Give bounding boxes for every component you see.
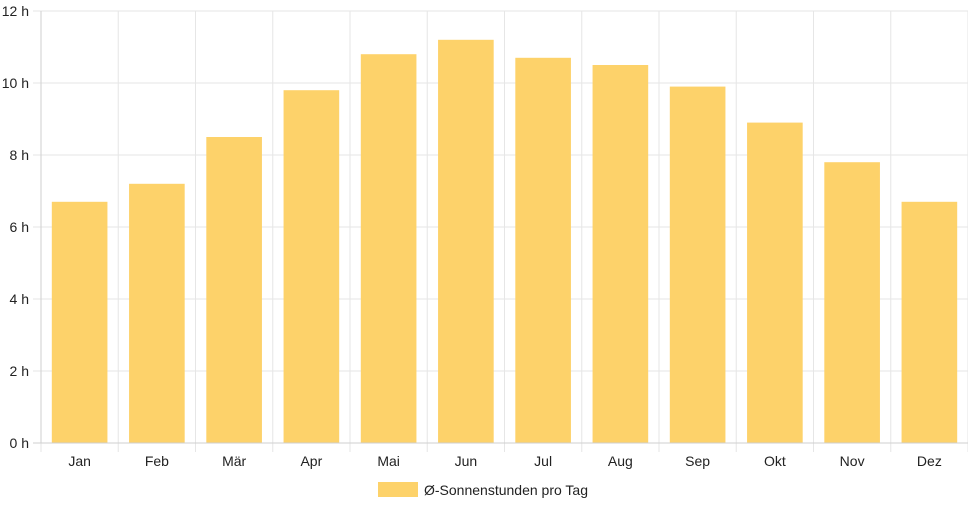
x-tick-label: Sep <box>685 453 710 469</box>
bar-series <box>51 39 958 444</box>
bar[interactable] <box>824 162 880 443</box>
bar[interactable] <box>515 57 571 444</box>
y-tick-labels: 0 h 2 h 4 h 6 h 8 h 10 h 12 h <box>2 3 29 451</box>
x-tick-label: Jun <box>455 453 478 469</box>
x-tick-label: Feb <box>145 453 169 469</box>
x-tick-label: Jul <box>534 453 552 469</box>
grid-lines <box>33 10 968 452</box>
x-tick-label: Dez <box>917 453 942 469</box>
y-tick-label: 6 h <box>10 219 29 235</box>
bar[interactable] <box>747 122 803 443</box>
legend-label[interactable]: Ø-Sonnenstunden pro Tag <box>424 482 588 498</box>
bar[interactable] <box>283 90 340 443</box>
bar[interactable] <box>129 183 185 444</box>
bar[interactable] <box>669 86 726 443</box>
y-tick-label: 8 h <box>10 147 29 163</box>
bar[interactable] <box>206 137 262 443</box>
axes <box>33 11 968 444</box>
legend-swatch[interactable] <box>378 482 418 497</box>
bar[interactable] <box>51 201 108 443</box>
x-tick-label: Mär <box>222 453 246 469</box>
x-tick-label: Nov <box>840 453 865 469</box>
bar[interactable] <box>438 39 494 444</box>
x-tick-label: Mai <box>377 453 400 469</box>
x-tick-label: Aug <box>608 453 633 469</box>
y-tick-label: 4 h <box>10 291 29 307</box>
y-tick-label: 0 h <box>10 435 29 451</box>
x-tick-labels: Jan Feb Mär Apr Mai Jun Jul Aug Sep Okt Nov Dez <box>68 453 941 469</box>
x-tick-label: Okt <box>764 453 786 469</box>
bar[interactable] <box>360 54 417 443</box>
x-tick-label: Jan <box>68 453 91 469</box>
y-tick-label: 12 h <box>2 3 29 19</box>
bar[interactable] <box>901 201 958 443</box>
y-tick-label: 10 h <box>2 75 29 91</box>
y-tick-label: 2 h <box>10 363 29 379</box>
x-tick-label: Apr <box>300 453 322 469</box>
legend[interactable]: Ø-Sonnenstunden pro Tag <box>378 482 588 498</box>
bar[interactable] <box>592 65 649 443</box>
